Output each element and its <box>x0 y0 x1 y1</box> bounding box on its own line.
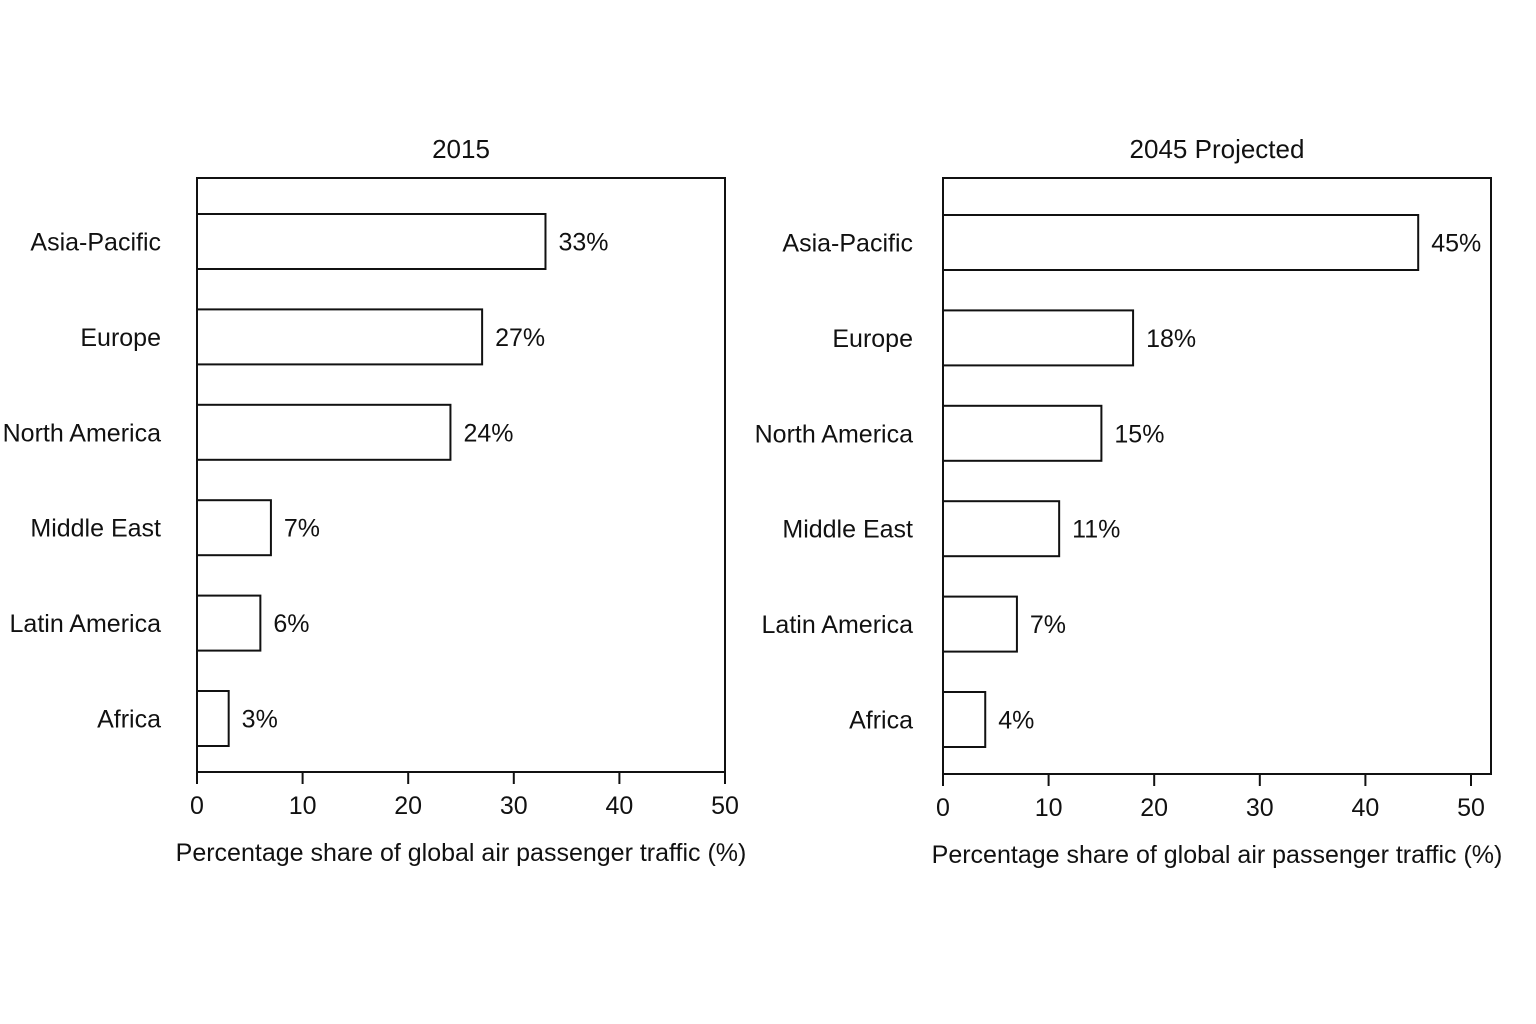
bar <box>942 691 987 748</box>
chart-title: 2015 <box>432 134 490 164</box>
category-label: Africa <box>849 707 913 735</box>
bar <box>196 308 484 366</box>
x-tick-label: 20 <box>1140 794 1168 822</box>
category-label: Europe <box>832 325 913 353</box>
data-label: 4% <box>998 707 1034 735</box>
data-label: 7% <box>284 515 320 543</box>
data-label: 6% <box>273 610 309 638</box>
data-label: 18% <box>1146 325 1196 353</box>
data-label: 45% <box>1431 230 1481 258</box>
x-tick-label: 0 <box>190 792 204 820</box>
data-label: 7% <box>1030 611 1066 639</box>
category-label: Middle East <box>30 515 161 543</box>
bar <box>942 500 1061 558</box>
x-axis-ticks: 0 10 20 30 40 50 <box>936 774 1485 822</box>
x-tick-label: 30 <box>500 792 528 820</box>
bar <box>196 594 262 652</box>
x-axis-label: Percentage share of global air passenger… <box>176 839 747 867</box>
bar-group: Asia-Pacific 45% Europe 18% North America 15%… <box>755 214 1481 748</box>
x-tick-label: 10 <box>1035 794 1063 822</box>
data-label: 27% <box>495 324 545 352</box>
category-label: Asia-Pacific <box>30 229 161 257</box>
chart-title: 2045 Projected <box>1130 134 1305 164</box>
category-label: North America <box>755 420 913 448</box>
data-label: 33% <box>558 229 608 257</box>
x-tick-label: 40 <box>605 792 633 820</box>
category-label: North America <box>3 419 161 447</box>
data-label: 15% <box>1114 420 1164 448</box>
bar <box>942 404 1103 462</box>
category-label: Europe <box>80 324 161 352</box>
bar <box>942 595 1018 653</box>
category-label: Latin America <box>10 610 162 638</box>
x-tick-label: 0 <box>936 794 950 822</box>
x-tick-label: 50 <box>711 792 739 820</box>
data-label: 11% <box>1072 516 1120 544</box>
category-label: Latin America <box>762 611 914 639</box>
chart-panel-2015: 2015 Asia-Pacific 33% Europe 27% North Ameri… <box>3 134 747 867</box>
bar <box>196 403 452 461</box>
category-label: Asia-Pacific <box>782 230 913 258</box>
x-tick-label: 40 <box>1351 794 1379 822</box>
plot-frame <box>196 177 726 773</box>
bar-group: Asia-Pacific 33% Europe 27% North America 24%… <box>3 213 609 747</box>
bar <box>196 690 230 747</box>
bar <box>942 309 1135 367</box>
data-label: 24% <box>463 419 513 447</box>
x-tick-label: 20 <box>394 792 422 820</box>
x-tick-label: 50 <box>1457 794 1485 822</box>
chart-panel-2045-projected: 2045 Projected Asia-Pacific 45% Europe 18% N… <box>755 134 1503 869</box>
category-label: Middle East <box>782 516 913 544</box>
data-label: 3% <box>242 706 278 734</box>
x-axis-label: Percentage share of global air passenger… <box>932 841 1503 869</box>
x-axis-ticks: 0 10 20 30 40 50 <box>190 772 739 820</box>
x-tick-label: 10 <box>289 792 317 820</box>
bar <box>196 213 547 270</box>
bar <box>196 499 272 557</box>
category-label: Africa <box>97 706 161 734</box>
x-tick-label: 30 <box>1246 794 1274 822</box>
bar <box>942 214 1420 271</box>
plot-frame <box>942 177 1492 775</box>
